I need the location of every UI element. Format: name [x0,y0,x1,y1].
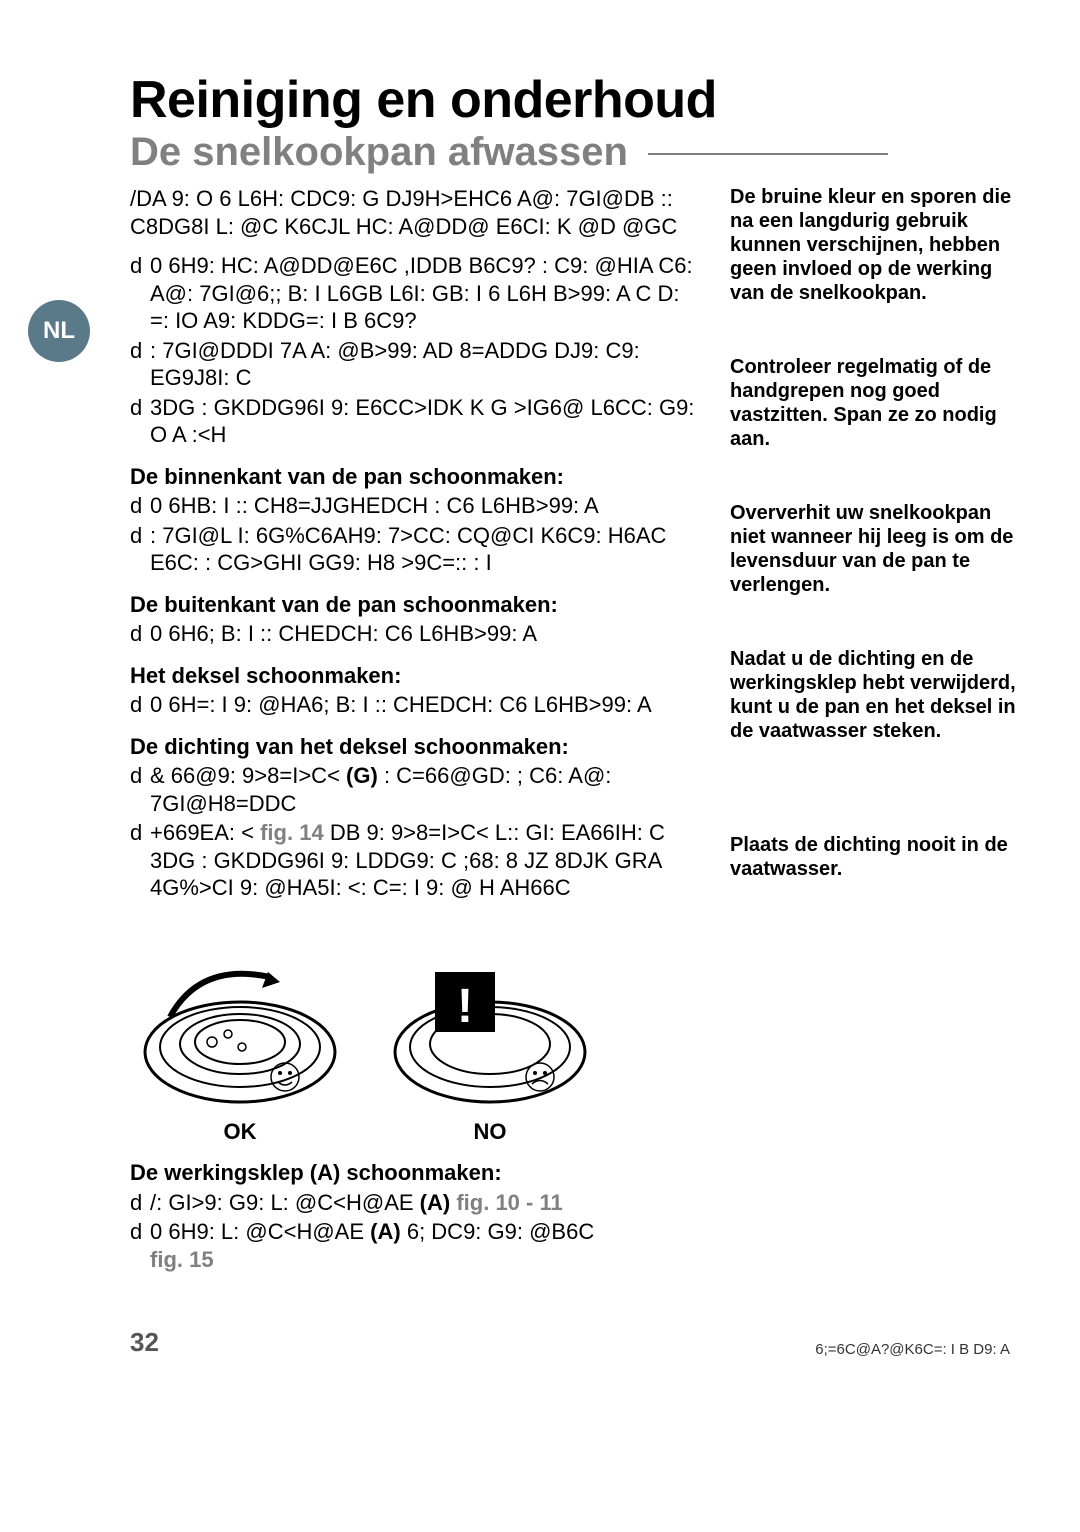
list-item: : 7GI@DDDI 7A A: @B>99: AD 8=ADDG DJ9: C… [130,337,700,392]
page-title: Reiniging en onderhoud [130,70,1020,130]
svg-text:!: ! [457,980,473,1033]
text-fragment: +669EA: < [150,820,254,845]
fig-ref: fig. 15 [150,1246,700,1274]
no-label: NO [380,1118,600,1146]
bullet-list-1: 0 6H9: HC: A@DD@E6C ,IDDB B6C9? : C9: @H… [130,252,700,449]
list-item: 0 6H6; B: I :: CHEDCH: C6 L6HB>99: A [130,620,700,648]
section-heading: De buitenkant van de pan schoonmaken: [130,591,700,619]
ref-a: (A) [370,1219,401,1244]
ok-label: OK [130,1118,350,1146]
side-note: Plaats de dichting nooit in de vaatwasse… [730,833,1030,881]
list-item: : 7GI@L I: 6G%C6AH9: 7>CC: CQ@CI K6C9: H… [130,522,700,577]
footer-note: 6;=6C@A?@K6C=: I B D9: A [815,1341,1010,1358]
bullet-list-4: 0 6H=: I 9: @HA6; B: I :: CHEDCH: C6 L6H… [130,691,700,719]
list-item: 0 6H9: L: @C<H@AE (A) 6; DC9: G9: @B6C f… [130,1218,700,1273]
diagram-row: OK ! NO [130,922,700,1146]
side-note: Oververhit uw snelkookpan niet wanneer h… [730,501,1030,597]
text-fragment: /: GI>9: G9: L: @C<H@AE [150,1190,414,1215]
ref-g: (G) [346,763,378,788]
section-heading: De dichting van het deksel schoonmaken: [130,733,700,761]
diagram-no: ! NO [380,922,600,1146]
intro-text: /DA 9: O 6 L6H: CDC9: G DJ9H>EHC6 A@: 7G… [130,185,700,240]
section-heading: Het deksel schoonmaken: [130,662,700,690]
bullet-list-6: /: GI>9: G9: L: @C<H@AE (A) fig. 10 - 11… [130,1189,700,1274]
section-subtitle: De snelkookpan afwassen [130,130,1020,175]
bullet-list-3: 0 6H6; B: I :: CHEDCH: C6 L6HB>99: A [130,620,700,648]
language-badge: NL [28,300,90,362]
ref-a: (A) [420,1190,451,1215]
list-item: 0 6H=: I 9: @HA6; B: I :: CHEDCH: C6 L6H… [130,691,700,719]
list-item: 0 6H9: HC: A@DD@E6C ,IDDB B6C9? : C9: @H… [130,252,700,335]
list-item: +669EA: < fig. 14 DB 9: 9>8=I>C< L:: GI:… [130,819,700,902]
bullet-list-5: & 66@9: 9>8=I>C< (G) : C=66@GD: ; C6: A@… [130,762,700,902]
side-note: De bruine kleur en sporen die na een lan… [730,185,1030,305]
side-note: Nadat u de dichting en de werkingsklep h… [730,647,1030,743]
page-number: 32 [130,1327,159,1358]
list-item: 3DG : GKDDG96I 9: E6CC>IDK K G >IG6@ L6C… [130,394,700,449]
side-column: De bruine kleur en sporen die na een lan… [730,185,1030,1287]
section-heading: De werkingsklep (A) schoonmaken: [130,1159,700,1187]
list-item: /: GI>9: G9: L: @C<H@AE (A) fig. 10 - 11 [130,1189,700,1217]
fig-ref: fig. 14 [260,820,324,845]
list-item: 0 6HB: I :: CH8=JJGHEDCH : C6 L6HB>99: A [130,492,700,520]
bullet-list-2: 0 6HB: I :: CH8=JJGHEDCH : C6 L6HB>99: A… [130,492,700,577]
fig-ref: fig. 10 - 11 [456,1190,562,1215]
text-fragment: & 66@9: 9>8=I>C< [150,763,340,788]
section-heading: De binnenkant van de pan schoonmaken: [130,463,700,491]
main-column: /DA 9: O 6 L6H: CDC9: G DJ9H>EHC6 A@: 7G… [130,185,700,1287]
side-note: Controleer regelmatig of de handgrepen n… [730,355,1030,451]
text-fragment: 0 6H9: L: @C<H@AE [150,1219,364,1244]
list-item: & 66@9: 9>8=I>C< (G) : C=66@GD: ; C6: A@… [130,762,700,817]
page-footer: 32 6;=6C@A?@K6C=: I B D9: A [60,1327,1020,1358]
diagram-ok: OK [130,922,350,1146]
text-fragment: 6; DC9: G9: @B6C [407,1219,594,1244]
